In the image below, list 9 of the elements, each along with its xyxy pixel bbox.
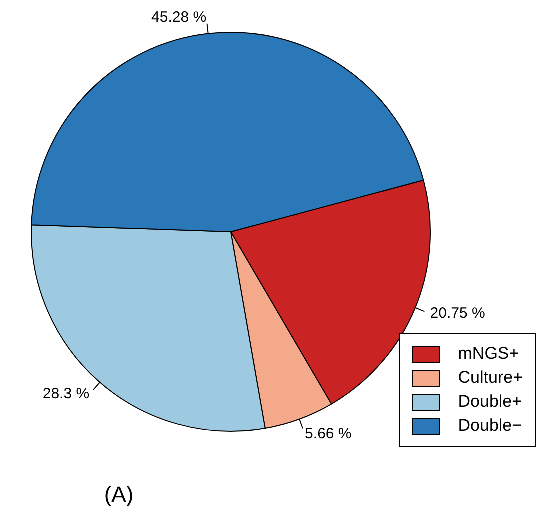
text: (A) <box>104 482 134 508</box>
legend-label: mNGS+ <box>458 344 520 364</box>
data-label: 28.3 % <box>42 386 90 403</box>
data-label: 5.66 % <box>305 425 352 442</box>
legend-label: Double+ <box>458 392 522 412</box>
data-label: 45.28 % <box>152 9 207 26</box>
legend-label: Double− <box>458 416 522 436</box>
legend-label: Culture+ <box>458 368 523 388</box>
data-label: 20.75 % <box>430 305 486 322</box>
